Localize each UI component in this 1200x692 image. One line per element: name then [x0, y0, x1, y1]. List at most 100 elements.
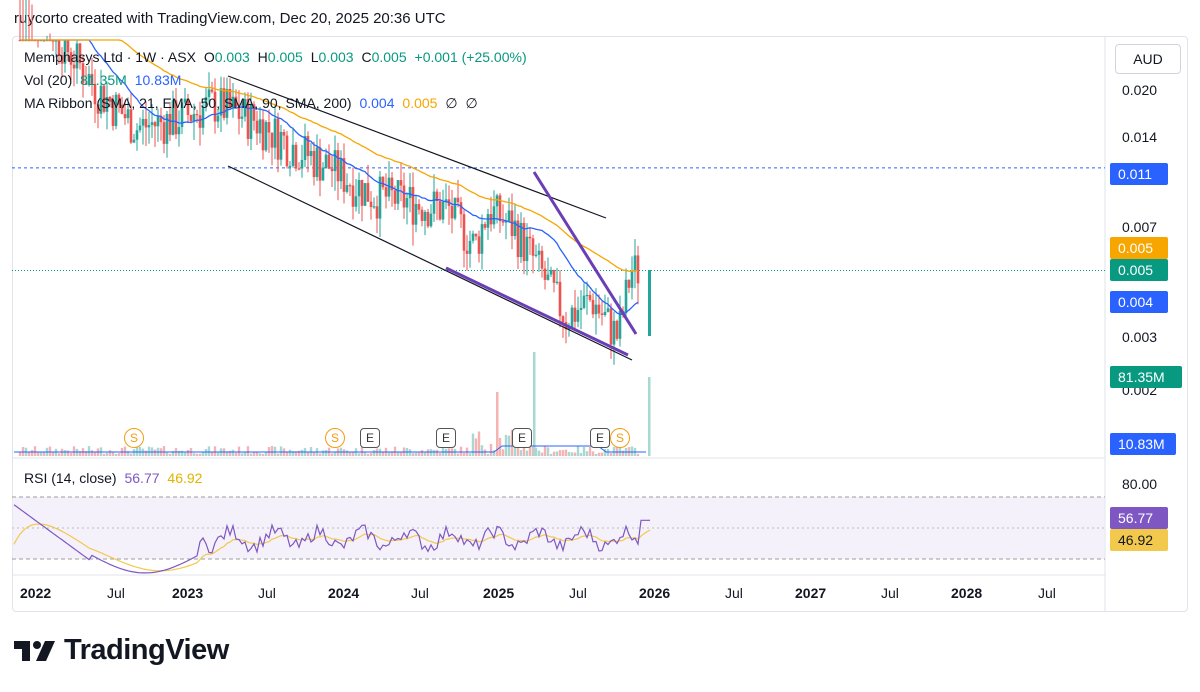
candle-body — [378, 176, 382, 219]
candle-body — [138, 125, 142, 131]
volume-bar — [183, 452, 187, 456]
candle-body — [318, 147, 322, 181]
candle-body — [315, 147, 319, 178]
volume-legend: Vol (20) 81.35M 10.83M — [24, 72, 185, 88]
candle-body — [159, 116, 163, 123]
volume-bar — [165, 452, 169, 456]
candle-body — [549, 270, 553, 275]
candle-body — [234, 96, 238, 108]
candle-body — [552, 270, 556, 283]
time-label: 2022 — [20, 585, 52, 601]
candle-body — [141, 118, 145, 126]
volume-bar — [528, 443, 532, 456]
candle-body — [243, 98, 247, 117]
tradingview-logo[interactable]: TradingView — [14, 634, 229, 667]
candle-body — [354, 196, 358, 207]
open-value: 0.003 — [214, 49, 250, 65]
candle-body — [186, 98, 190, 116]
volume-bar — [552, 451, 556, 456]
volume-value: 81.35M — [80, 72, 127, 88]
rsi-value: 56.77 — [124, 470, 160, 486]
volume-bar — [297, 450, 301, 456]
split-event-marker[interactable]: S — [610, 428, 630, 448]
rsi-label[interactable]: RSI (14, close) — [24, 470, 117, 486]
volume-bar — [567, 451, 571, 456]
ma-ribbon-label[interactable]: MA Ribbon (SMA, 21, EMA, 50, SMA, 90, SM… — [24, 95, 352, 111]
candle-body — [252, 104, 256, 121]
candle-body — [486, 214, 490, 228]
change-value: +0.001 (+25.00%) — [414, 49, 527, 65]
volume-ma-value: 10.83M — [134, 72, 182, 88]
volume-bar — [549, 453, 553, 456]
rsi-ma-line — [13, 523, 651, 572]
volume-bar — [333, 452, 337, 456]
candle-body — [261, 119, 265, 151]
candle-body — [180, 102, 184, 128]
candle-body — [375, 206, 379, 219]
chart-attribution: ruycorto created with TradingView.com, D… — [14, 10, 446, 27]
candle-body — [231, 96, 235, 108]
candle-body — [633, 255, 637, 272]
candle-body — [114, 94, 118, 126]
earnings-event-marker[interactable]: E — [590, 428, 610, 448]
volume-bar — [496, 392, 499, 456]
volume-bar — [519, 450, 523, 456]
breakout-trendline — [532, 171, 638, 335]
split-event-marker[interactable]: S — [124, 428, 144, 448]
volume-price-tag: 81.35M — [1110, 366, 1182, 388]
volume-bar — [210, 452, 214, 456]
brand-name: TradingView — [64, 634, 229, 666]
candle-body — [624, 279, 628, 314]
close-value: 0.005 — [371, 49, 407, 65]
volume-bar — [525, 450, 529, 456]
candle-body — [219, 88, 223, 116]
volume-bar — [630, 446, 634, 456]
candle-body — [576, 310, 580, 322]
volume-bar — [588, 447, 592, 456]
earnings-event-marker[interactable]: E — [360, 428, 380, 448]
split-event-marker[interactable]: S — [325, 428, 345, 448]
candle-body — [312, 150, 316, 178]
volume-bar — [606, 449, 610, 456]
volume-bar — [198, 453, 202, 456]
candle-body — [321, 167, 325, 181]
earnings-event-marker[interactable]: E — [436, 428, 456, 448]
volume-bar — [105, 452, 109, 456]
candle-body — [522, 222, 526, 262]
volume-label[interactable]: Vol (20) — [24, 72, 73, 88]
volume-bar — [414, 452, 418, 456]
volume-bar — [132, 449, 136, 456]
candle-body — [339, 158, 343, 182]
volume-bar — [486, 453, 490, 456]
volume-bar — [261, 453, 265, 456]
candle-body — [405, 198, 409, 208]
rsi-tick: 80.00 — [1122, 476, 1158, 492]
volume-bar — [648, 377, 651, 456]
volume-bar — [603, 448, 607, 456]
candle-body — [363, 183, 367, 206]
candle-body — [525, 236, 529, 262]
candle-body — [213, 91, 217, 122]
volume-bar — [78, 451, 82, 456]
sma21-value: 0.004 — [359, 95, 395, 111]
volume-bar — [237, 446, 241, 456]
volume-bar — [93, 451, 97, 456]
candle-body — [279, 131, 283, 160]
candle-body — [87, 73, 91, 85]
candle-body — [483, 224, 487, 228]
candle-body — [228, 88, 232, 108]
currency-button[interactable]: AUD — [1115, 44, 1181, 74]
rsi-ma-value: 46.92 — [167, 470, 203, 486]
candle-body — [327, 154, 331, 169]
candle-body — [237, 107, 241, 119]
earnings-event-marker[interactable]: E — [512, 428, 532, 448]
candle-body — [105, 96, 109, 112]
candle-body — [396, 180, 400, 204]
candle-body — [222, 88, 226, 118]
symbol-title[interactable]: Memphasys Ltd · 1W · ASX — [24, 49, 196, 65]
volume-bar — [534, 447, 538, 456]
volume-bar — [276, 453, 280, 456]
high-value: 0.005 — [267, 49, 303, 65]
channel-lower-line — [227, 165, 633, 361]
